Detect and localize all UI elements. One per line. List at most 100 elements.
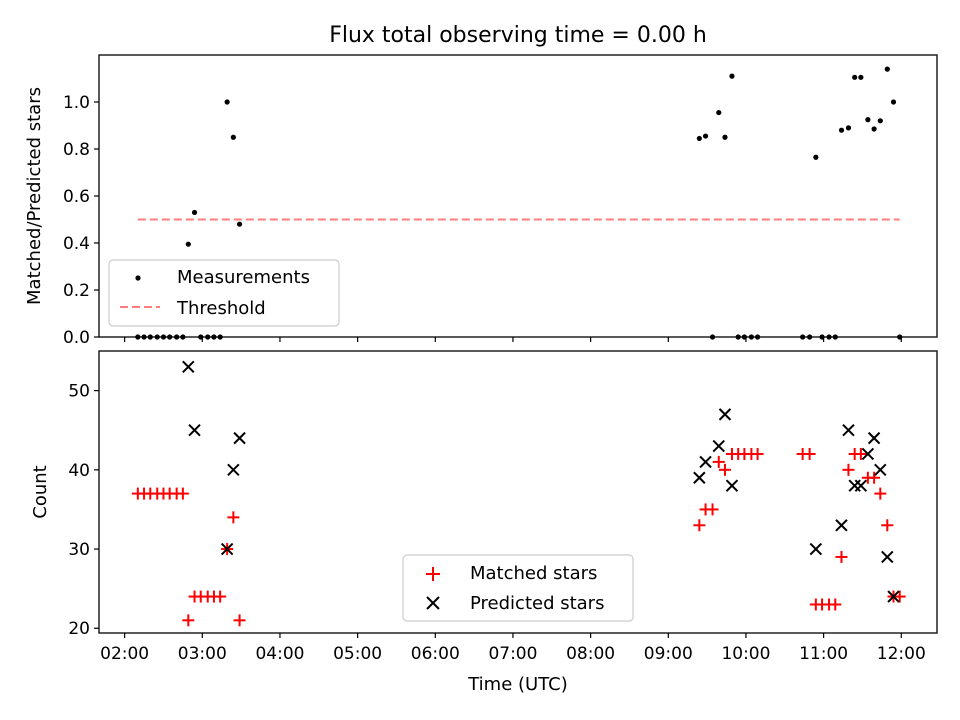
predicted-star-point	[809, 542, 823, 556]
ratio-y-axis: 0.0 0.2 0.4 0.6 0.8 1.0	[63, 93, 99, 348]
count-x-tick-label: 06:00	[411, 644, 460, 664]
predicted-star-stroke	[809, 542, 823, 556]
count-x-tick-label: 12:00	[877, 644, 926, 664]
measurement-point	[696, 135, 702, 142]
predicted-star-stroke	[861, 447, 875, 461]
legend-measurements-label: Measurements	[177, 267, 310, 288]
predicted-star-point	[693, 471, 706, 484]
predicted-star-point	[867, 431, 881, 445]
measurement-point	[845, 125, 852, 131]
predicted-star-stroke	[699, 455, 712, 469]
count-y-tick-label: 20	[68, 619, 90, 639]
count-plot-area	[131, 360, 906, 627]
measurement-point	[884, 66, 890, 72]
predicted-star-stroke	[725, 479, 739, 492]
predicted-star-stroke	[712, 439, 725, 453]
matched-star-point	[854, 447, 867, 460]
ratio-y-tick-label: 0.8	[63, 140, 90, 160]
predicted-star-point	[725, 479, 739, 492]
predicted-star-point	[835, 519, 848, 532]
count-x-tick-label: 04:00	[255, 644, 304, 664]
measurement-point	[236, 221, 243, 227]
predicted-star-point	[220, 542, 234, 556]
ratio-legend-box	[108, 259, 340, 327]
matched-star-point	[868, 471, 881, 484]
figure-title: Flux total observing time = 0.00 h	[329, 23, 707, 48]
count-x-tick-label: 09:00	[644, 644, 693, 664]
matched-star-point	[227, 511, 240, 524]
legend-threshold-label: Threshold	[176, 298, 266, 319]
measurement-point	[858, 74, 864, 80]
predicted-star-stroke	[233, 431, 246, 445]
measurement-point	[702, 133, 709, 139]
legend-measurements-marker	[135, 275, 141, 281]
matched-star-point	[803, 447, 816, 460]
predicted-star-point	[227, 463, 240, 477]
matched-star-point	[176, 487, 189, 500]
legend-matched-label: Matched stars	[470, 563, 597, 584]
ratio-x-ticks	[124, 337, 902, 342]
count-y-axis-label: Count	[30, 465, 51, 518]
ratio-y-tick-label: 0.2	[63, 281, 90, 301]
count-y-tick-label: 30	[68, 540, 90, 560]
predicted-star-point	[842, 424, 855, 437]
count-x-tick-label: 11:00	[799, 644, 848, 664]
count-x-tick-label: 02:00	[100, 644, 149, 664]
count-x-tick-label: 03:00	[178, 644, 227, 664]
matched-star-point	[881, 519, 894, 532]
predicted-star-point	[699, 455, 712, 469]
measurement-point	[230, 134, 236, 140]
predicted-star-point	[854, 479, 868, 492]
matched-star-point	[706, 503, 719, 516]
count-y-axis: 20 30 40 50	[68, 382, 99, 639]
matched-star-point	[182, 614, 195, 627]
measurement-point	[224, 99, 230, 105]
measurement-point	[185, 241, 191, 247]
count-x-axis-label: Time (UTC)	[467, 674, 568, 695]
measurement-point	[877, 118, 883, 124]
count-legend-box	[402, 554, 634, 622]
predicted-star-stroke	[867, 431, 881, 445]
predicted-star-stroke	[182, 360, 195, 374]
count-legend: Matched stars Predicted stars	[402, 554, 634, 622]
predicted-star-point	[182, 360, 195, 374]
ratio-y-tick-label: 0.4	[63, 234, 90, 254]
measurement-point	[852, 74, 858, 80]
predicted-star-stroke	[835, 519, 848, 532]
matched-star-point	[893, 590, 906, 603]
measurement-point	[865, 117, 871, 123]
predicted-star-point	[861, 447, 875, 461]
predicted-star-stroke	[220, 542, 234, 556]
count-x-tick-label: 07:00	[488, 644, 537, 664]
count-x-axis: 02:00 03:00 04:00 05:00 06:00 07:00 08:00 09:00…	[100, 633, 926, 664]
count-x-tick-label: 10:00	[721, 644, 770, 664]
legend-matched-marker	[426, 567, 440, 581]
matched-star-point	[751, 447, 764, 460]
count-y-tick-label: 50	[68, 382, 90, 402]
predicted-star-point	[881, 550, 894, 564]
ratio-legend: Measurements Threshold	[108, 259, 340, 327]
predicted-star-point	[188, 424, 201, 437]
count-x-tick-label: 05:00	[333, 644, 382, 664]
measurement-point	[716, 109, 722, 116]
matched-star-point	[829, 598, 842, 611]
count-y-tick-label: 40	[68, 461, 90, 481]
measurement-point	[191, 209, 198, 216]
matched-star-point	[874, 487, 887, 500]
measurement-point	[838, 127, 845, 133]
ratio-y-tick-label: 1.0	[63, 93, 90, 113]
predicted-star-stroke	[718, 408, 732, 421]
predicted-star-point	[887, 590, 900, 603]
matched-star-point	[693, 519, 706, 532]
predicted-star-stroke	[887, 590, 900, 603]
matched-star-point	[835, 550, 848, 563]
matched-star-point	[842, 463, 855, 476]
matched-star-point	[233, 614, 246, 627]
predicted-star-point	[233, 431, 246, 445]
predicted-star-point	[874, 463, 887, 477]
legend-predicted-label: Predicted stars	[470, 593, 604, 614]
predicted-star-stroke	[188, 424, 201, 437]
predicted-star-stroke	[881, 550, 894, 564]
measurement-point	[890, 99, 897, 105]
